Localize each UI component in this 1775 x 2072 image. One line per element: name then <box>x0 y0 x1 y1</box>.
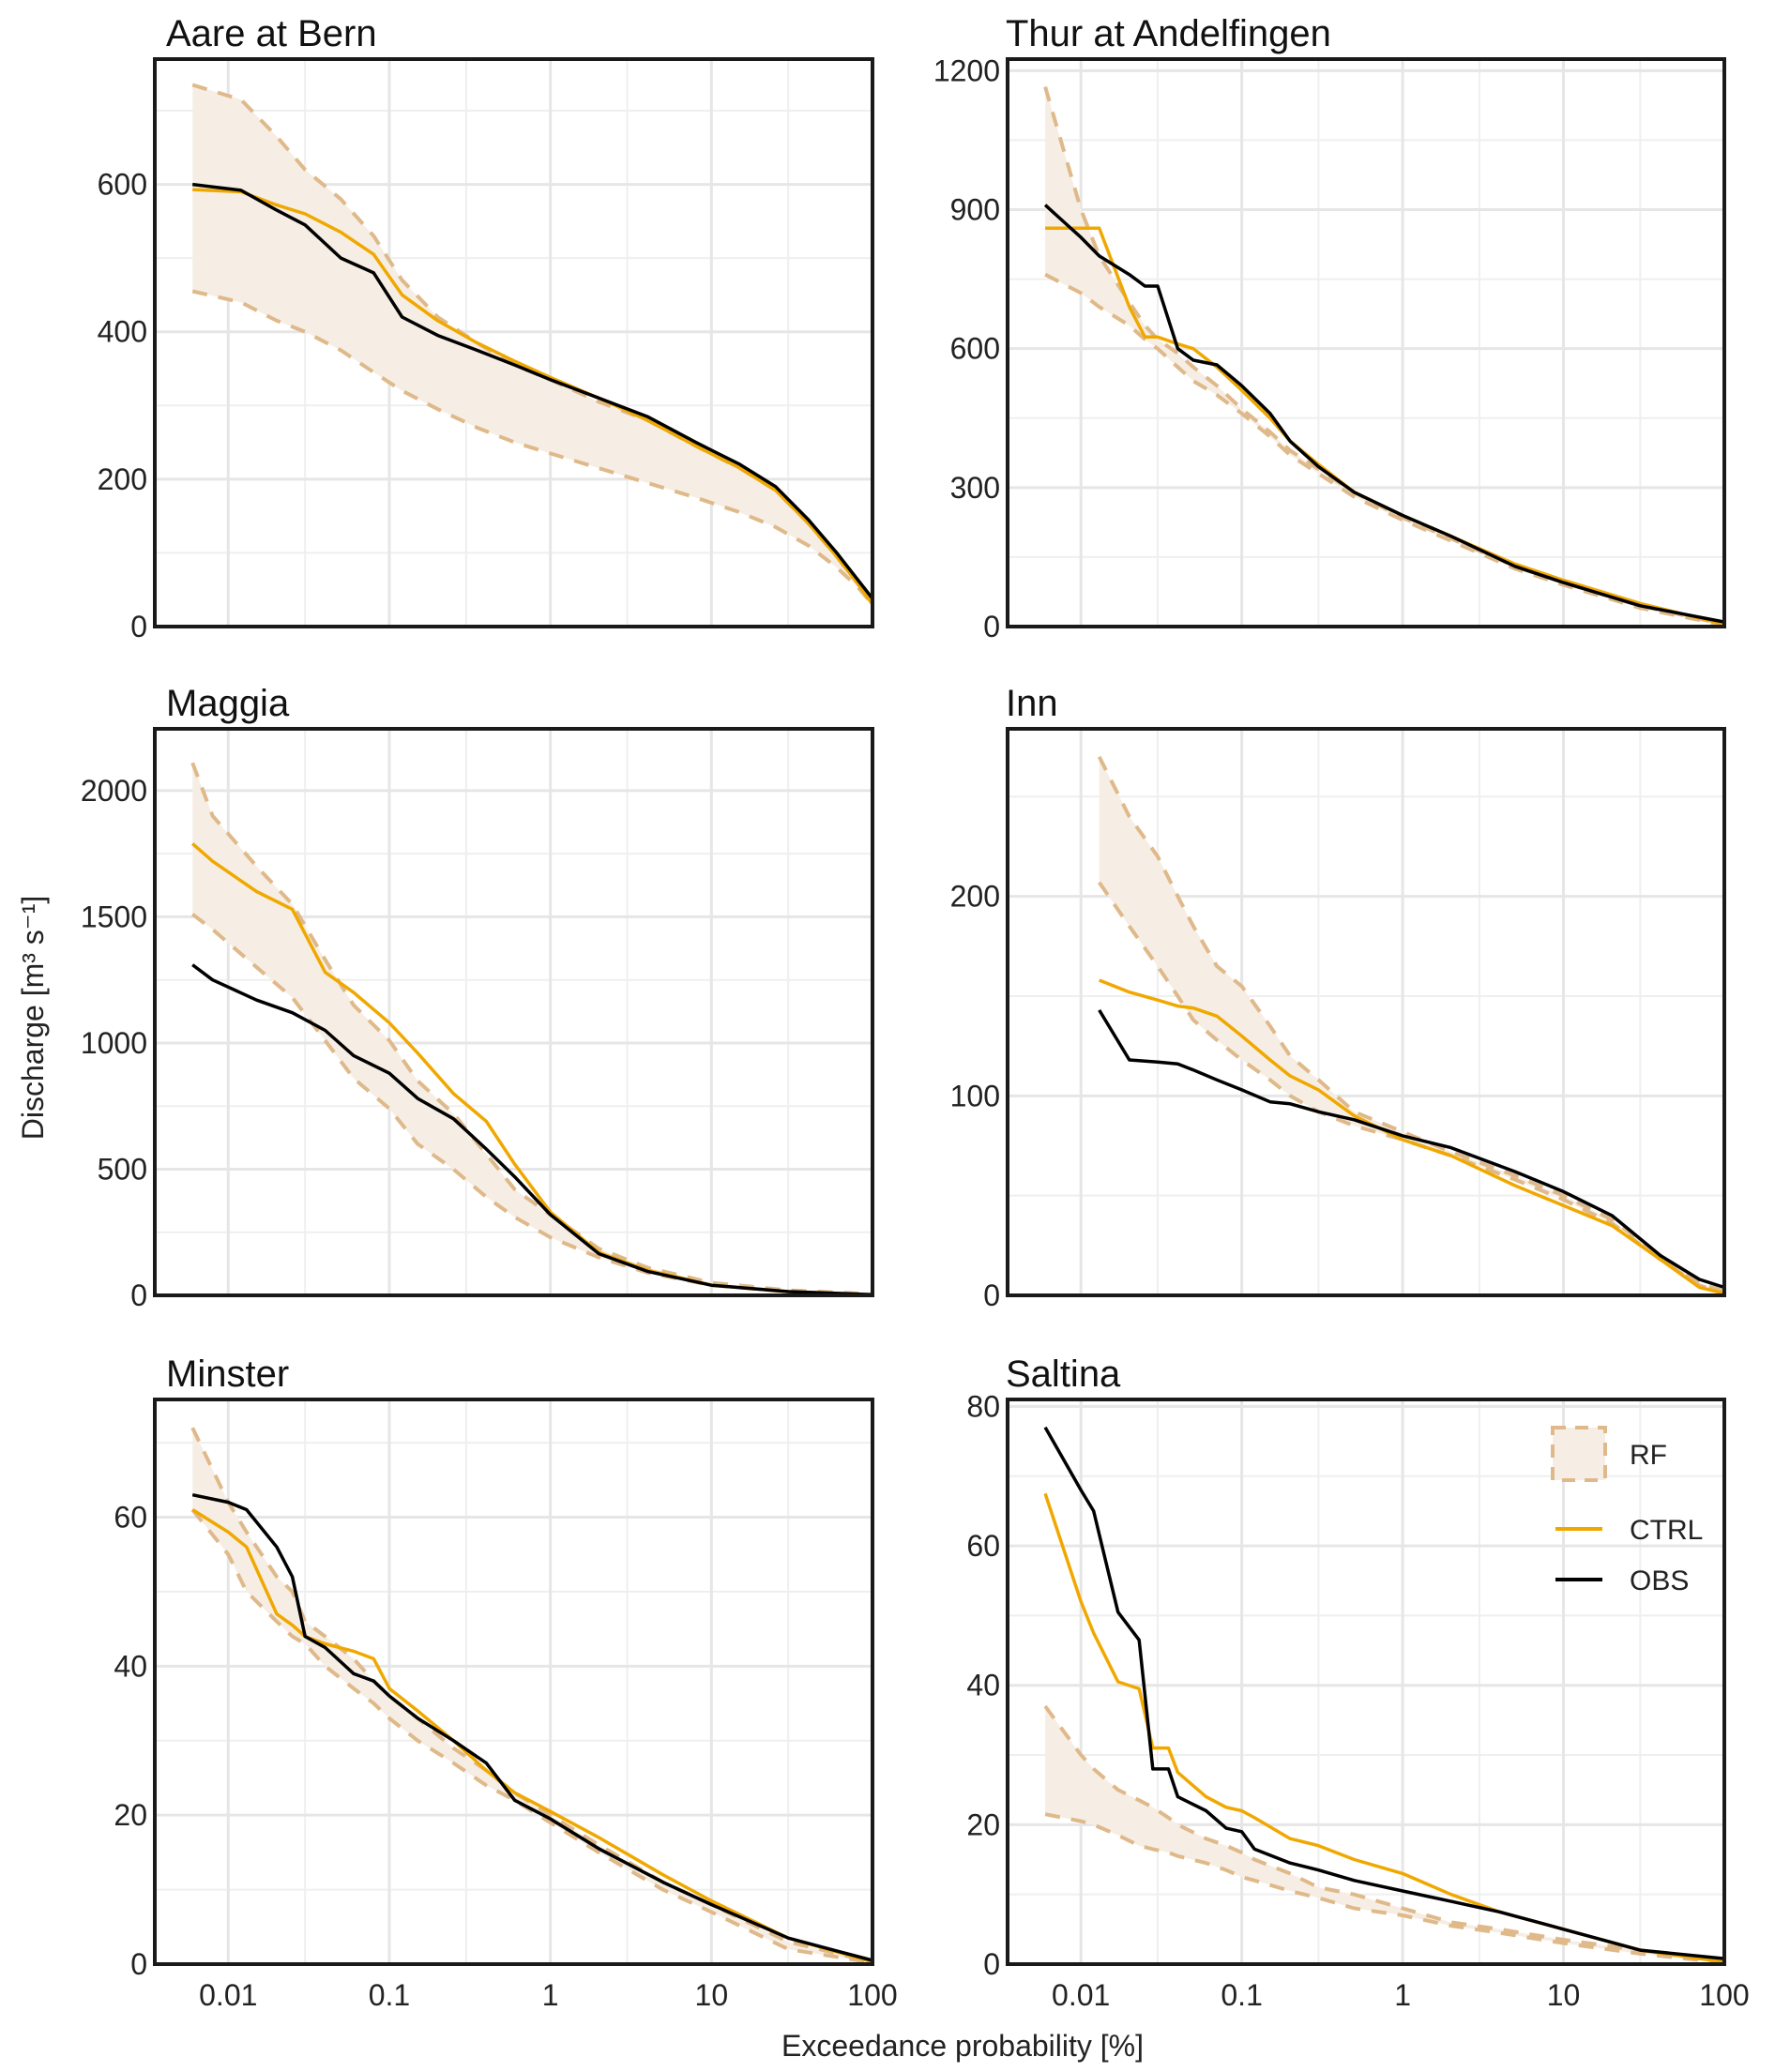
obs-line <box>191 182 874 600</box>
rf-lower-line <box>1044 1812 1725 1965</box>
y-tick-label: 600 <box>950 332 1000 366</box>
ctrl-line <box>192 188 874 606</box>
y-tick-label: 40 <box>114 1649 147 1683</box>
y-tick-label: 0 <box>130 610 147 643</box>
y-axis-title: Discharge [m³ s⁻¹] <box>16 896 50 1140</box>
y-tick-label: 60 <box>114 1500 147 1534</box>
x-tick-label: 0.01 <box>1052 1978 1110 2012</box>
panel-frame <box>1006 57 1726 628</box>
gridlines <box>1008 59 1726 628</box>
y-tick-label: 400 <box>98 315 147 349</box>
x-tick-label: 1 <box>1394 1978 1411 2012</box>
y-tick-label: 900 <box>950 193 1000 227</box>
panel-minster: Minster 0 20 40 60 0.01 0.1 1 10 100 <box>114 1354 897 2012</box>
obs-line <box>1043 1426 1725 1960</box>
y-tick-label: 0 <box>130 1947 147 1981</box>
x-tick-label: 0.01 <box>199 1978 257 2012</box>
y-tick-label: 1200 <box>933 53 1000 87</box>
ctrl-line <box>191 1508 873 1964</box>
gridlines <box>155 1399 874 1966</box>
y-tick-label: 200 <box>950 880 1000 914</box>
panel-frame <box>153 1398 874 1966</box>
panel-frame <box>153 727 874 1297</box>
ctrl-line <box>1043 1492 1725 1964</box>
x-tick-label: 100 <box>1699 1978 1749 2012</box>
panel-title: Aare at Bern <box>166 13 377 54</box>
y-tick-label: 20 <box>966 1807 1000 1841</box>
y-tick-label: 1500 <box>81 900 147 933</box>
obs-line <box>191 963 873 1296</box>
legend-item-ctrl: CTRL <box>1555 1515 1703 1546</box>
y-tick-label: 60 <box>966 1529 1000 1563</box>
panel-title: Minster <box>166 1354 289 1395</box>
y-tick-label: 100 <box>950 1079 1000 1112</box>
y-tick-label: 0 <box>130 1278 147 1312</box>
rf-upper-line <box>190 762 873 1296</box>
rf-lower-line <box>190 1508 873 1965</box>
x-tick-label: 1 <box>542 1978 559 2012</box>
rf-upper-line <box>1097 755 1725 1293</box>
y-tick-label: 300 <box>950 471 1000 505</box>
y-tick-label: 200 <box>98 462 147 496</box>
x-tick-label: 10 <box>695 1978 729 2012</box>
rf-band <box>192 1428 872 1963</box>
y-tick-label: 0 <box>983 1278 1000 1312</box>
panel-title: Maggia <box>166 683 290 724</box>
legend: RF CTRL OBS <box>1551 1426 1703 1596</box>
y-tick-label: 80 <box>966 1389 1000 1423</box>
x-axis-title: Exceedance probability [%] <box>781 2029 1144 2063</box>
y-tick-label: 600 <box>98 168 147 202</box>
x-tick-label: 100 <box>847 1978 897 2012</box>
ctrl-line <box>1099 978 1725 1295</box>
y-tick-label: 40 <box>966 1669 1000 1702</box>
legend-item-rf: RF <box>1551 1426 1667 1482</box>
y-tick-label: 2000 <box>81 774 147 808</box>
rf-band <box>1045 1706 1724 1963</box>
legend-label: OBS <box>1630 1565 1689 1596</box>
y-tick-label: 0 <box>983 610 1000 643</box>
legend-swatch-rf <box>1551 1426 1607 1482</box>
panel-frame <box>1006 1398 1726 1966</box>
obs-line <box>1098 1008 1725 1290</box>
rf-upper-line <box>190 1427 873 1964</box>
legend-item-obs: OBS <box>1555 1565 1689 1596</box>
panel-title: Thur at Andelfingen <box>1006 13 1331 54</box>
panel-title: Inn <box>1006 683 1058 724</box>
panel-frame <box>1006 727 1726 1297</box>
x-tick-label: 0.1 <box>369 1978 410 2012</box>
x-tick-label: 10 <box>1547 1978 1581 2012</box>
panel-saltina: Saltina 0 20 40 60 80 0.01 0.1 1 10 100 <box>966 1354 1749 2012</box>
rf-band <box>192 763 872 1295</box>
y-tick-label: 500 <box>98 1152 147 1186</box>
obs-line <box>1043 204 1725 624</box>
panel-title: Saltina <box>1006 1354 1121 1395</box>
legend-label: RF <box>1630 1440 1667 1471</box>
y-tick-label: 20 <box>114 1798 147 1832</box>
y-tick-label: 0 <box>983 1947 1000 1981</box>
x-tick-label: 0.1 <box>1221 1978 1262 2012</box>
panel-frame <box>153 57 874 628</box>
gridlines <box>1008 1399 1726 1966</box>
rf-lower-line <box>191 289 874 606</box>
panel-aare-at-bern: Aare at Bern 0 200 400 600 <box>98 13 874 643</box>
panel-thur-at-andelfingen: Thur at Andelfingen 0 300 600 900 1200 <box>933 13 1726 643</box>
y-tick-label: 1000 <box>81 1026 147 1060</box>
legend-label: CTRL <box>1630 1515 1703 1546</box>
rf-upper-line <box>1043 86 1725 627</box>
obs-line <box>191 1492 873 1962</box>
rf-upper-line <box>1043 1704 1725 1964</box>
rf-band <box>192 84 872 605</box>
rf-band <box>1099 756 1724 1293</box>
rf-band <box>1045 86 1724 626</box>
panel-maggia: Maggia 0 500 1000 1500 2000 <box>81 683 874 1312</box>
panel-inn: Inn 0 100 200 <box>950 683 1726 1312</box>
ctrl-line <box>1045 226 1725 627</box>
